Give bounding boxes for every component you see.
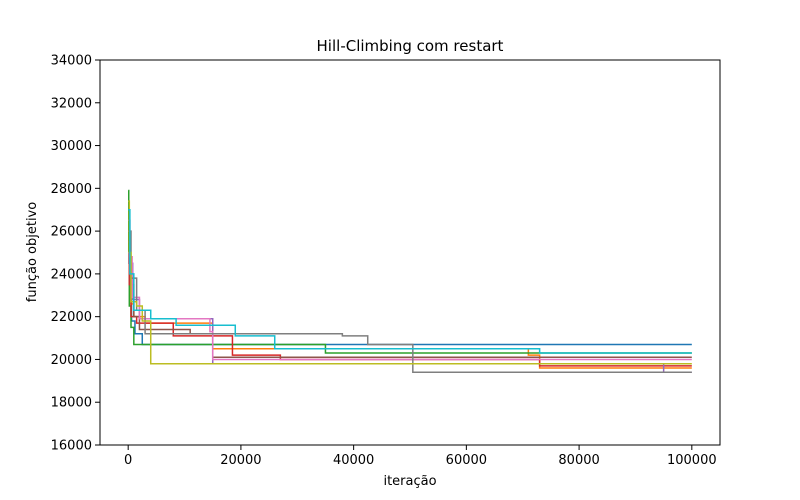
series-line-10 bbox=[128, 208, 692, 354]
y-tick-label: 16000 bbox=[51, 439, 92, 454]
chart-title: Hill-Climbing com restart bbox=[317, 37, 504, 55]
y-tick-label: 32000 bbox=[51, 96, 92, 111]
x-tick-label: 100000 bbox=[667, 453, 717, 468]
y-tick-label: 24000 bbox=[51, 267, 92, 282]
x-tick-label: 80000 bbox=[558, 453, 599, 468]
x-tick-label: 20000 bbox=[220, 453, 261, 468]
y-tick-label: 30000 bbox=[51, 139, 92, 154]
y-axis: 16000 18000 20000 22000 24000 26000 28000 30000… bbox=[51, 54, 100, 454]
series-line-7 bbox=[128, 251, 692, 361]
x-axis-label: iteração bbox=[383, 474, 436, 489]
y-tick-label: 28000 bbox=[51, 182, 92, 197]
y-tick-label: 34000 bbox=[51, 54, 92, 69]
x-tick-label: 40000 bbox=[333, 453, 374, 468]
y-tick-label: 18000 bbox=[51, 396, 92, 411]
plot-frame bbox=[99, 59, 721, 446]
series-layer bbox=[128, 189, 692, 374]
y-tick-label: 20000 bbox=[51, 353, 92, 368]
y-tick-label: 26000 bbox=[51, 225, 92, 240]
y-axis-label: função objetivo bbox=[25, 202, 40, 302]
y-tick-label: 22000 bbox=[51, 310, 92, 325]
series-line-8 bbox=[128, 230, 692, 374]
x-tick-label: 0 bbox=[124, 453, 132, 468]
x-tick-label: 60000 bbox=[446, 453, 487, 468]
x-axis: 0 20000 40000 60000 80000 100000 bbox=[124, 445, 717, 468]
